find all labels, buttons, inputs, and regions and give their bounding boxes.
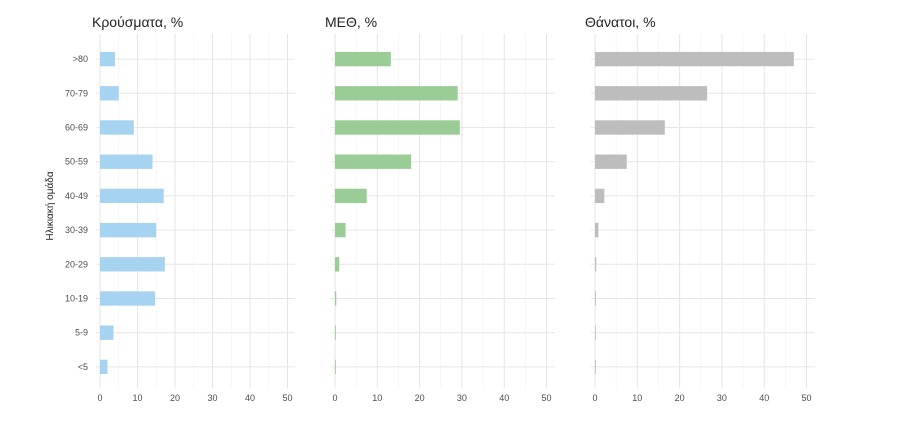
x-tick-label: 50 [282, 393, 292, 403]
x-tick-label: 10 [132, 393, 142, 403]
y-tick-label: 5-9 [75, 328, 88, 338]
facet-panel: Θάνατοι, % 0 10 20 30 40 50 [585, 14, 815, 403]
bar [100, 154, 153, 169]
x-tick-label: 30 [717, 393, 727, 403]
bar [595, 325, 596, 340]
facet-panel: ΜΕΘ, % 0 10 20 30 40 50 [325, 14, 555, 403]
bar [335, 154, 412, 169]
x-tick-label: 20 [675, 393, 685, 403]
bar [595, 120, 665, 135]
x-tick-label: 30 [457, 393, 467, 403]
bar [335, 325, 336, 340]
x-tick-label: 10 [632, 393, 642, 403]
bar [100, 222, 157, 238]
bar [595, 257, 597, 272]
x-tick-label: 40 [759, 393, 769, 403]
bar [595, 188, 605, 204]
y-tick-label: 30-39 [65, 225, 88, 235]
panel-title: Θάνατοι, % [585, 14, 656, 30]
bar [100, 51, 115, 67]
bar [335, 188, 367, 204]
bar [335, 257, 340, 272]
y-tick-label: 50-59 [65, 157, 88, 167]
bar [100, 86, 119, 101]
y-tick-label: 40-49 [65, 191, 88, 201]
bar [595, 154, 627, 169]
y-tick-label: >80 [73, 54, 88, 64]
bar [100, 291, 156, 306]
bar [335, 291, 337, 306]
x-tick-label: 10 [372, 393, 382, 403]
bar [595, 222, 599, 238]
x-tick-label: 40 [499, 393, 509, 403]
x-tick-label: 0 [592, 393, 597, 403]
y-tick-label: 60-69 [65, 123, 88, 133]
bar [100, 120, 134, 135]
x-tick-label: 40 [245, 393, 255, 403]
facet-panel: Κρούσματα, % 0 10 20 30 40 50 [92, 14, 295, 403]
bar [595, 86, 708, 101]
x-tick-label: 0 [97, 393, 102, 403]
bar [100, 188, 164, 204]
bar [335, 51, 391, 67]
bar [595, 359, 596, 375]
bar [100, 257, 165, 272]
x-tick-label: 0 [332, 393, 337, 403]
x-tick-label: 50 [542, 393, 552, 403]
x-tick-label: 30 [207, 393, 217, 403]
bar [335, 120, 460, 135]
y-axis-label: Ηλικιακή ομάδα [44, 171, 56, 240]
y-tick-label: 20-29 [65, 259, 88, 269]
panel-title: Κρούσματα, % [92, 14, 183, 30]
y-tick-label: <5 [78, 362, 88, 372]
bar [335, 359, 336, 375]
bar [100, 325, 114, 340]
bar [595, 291, 596, 306]
panel-title: ΜΕΘ, % [325, 14, 377, 30]
x-tick-label: 50 [802, 393, 812, 403]
x-tick-label: 20 [415, 393, 425, 403]
bar [100, 359, 108, 375]
y-tick-label: 70-79 [65, 88, 88, 98]
bar [335, 222, 346, 238]
x-tick-label: 20 [170, 393, 180, 403]
y-tick-label: 10-19 [65, 294, 88, 304]
bar [335, 86, 458, 101]
bar [595, 51, 794, 67]
